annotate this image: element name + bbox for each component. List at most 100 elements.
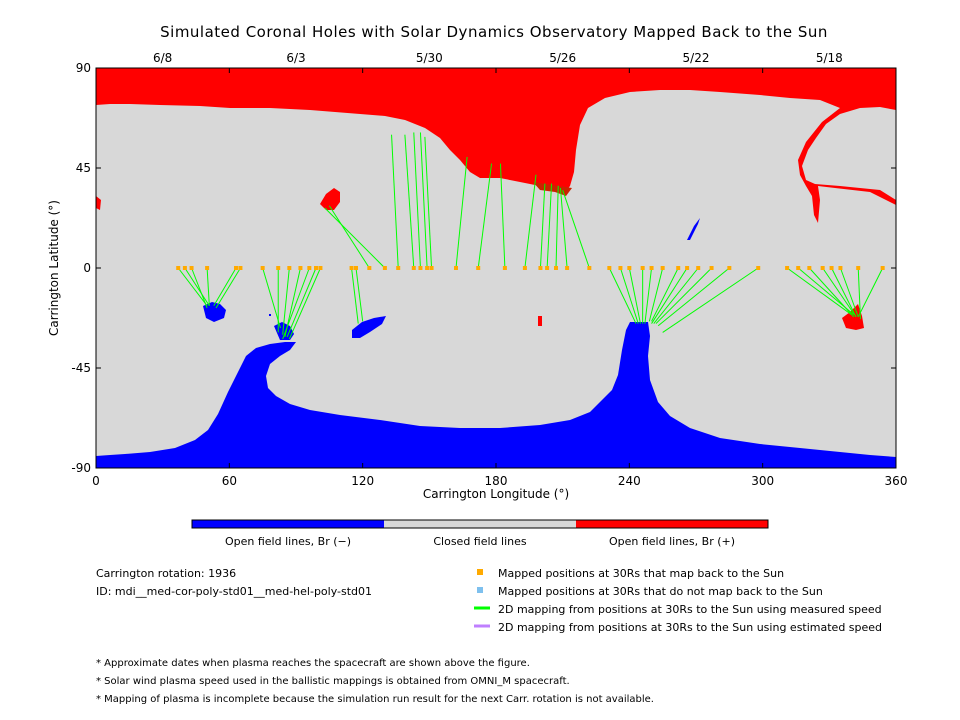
mapped-point-39 xyxy=(696,266,701,270)
mapping-line-35 xyxy=(644,267,653,324)
mapped-point-18 xyxy=(411,266,416,270)
mapping-line-48 xyxy=(839,267,859,318)
footnote-2: * Mapping of plasma is incomplete becaus… xyxy=(96,694,654,705)
mapped-point-24 xyxy=(502,266,507,270)
mapping-line-18 xyxy=(404,134,415,269)
mapping-line-15 xyxy=(328,205,370,269)
colorbar-segment-2 xyxy=(576,520,768,528)
mapped-point-9 xyxy=(298,266,303,270)
mapping-line-26 xyxy=(539,183,546,269)
mapped-point-16 xyxy=(382,266,387,270)
mapped-point-19 xyxy=(418,266,423,270)
legend: Mapped positions at 30Rs that map back t… xyxy=(474,567,882,634)
mapped-point-1 xyxy=(182,266,187,270)
mapped-point-47 xyxy=(829,266,834,270)
north-positive-coronal-hole xyxy=(96,68,896,223)
mapping-line-41 xyxy=(657,267,730,327)
south-negative-coronal-hole xyxy=(96,322,896,468)
mapping-line-31 xyxy=(608,267,637,324)
y-tick-label-2: 0 xyxy=(83,261,91,275)
mapped-point-25 xyxy=(522,266,527,270)
top-date-labels: 6/8 6/3 5/30 5/26 5/22 5/18 xyxy=(153,51,843,65)
mapping-line-47 xyxy=(831,267,857,318)
mapped-point-0 xyxy=(176,266,181,270)
y-tick-label-3: -45 xyxy=(71,361,91,375)
chart-title: Simulated Coronal Holes with Solar Dynam… xyxy=(160,23,828,41)
mapped-point-23 xyxy=(476,266,481,270)
mapping-line-43 xyxy=(786,267,852,316)
mapped-point-8 xyxy=(287,266,292,270)
mapped-point-21 xyxy=(429,266,434,270)
negative-hole-lon85 xyxy=(274,322,294,340)
mapping-line-5 xyxy=(215,267,241,309)
x-tick-label-6: 360 xyxy=(885,474,908,488)
mapped-point-46 xyxy=(820,266,825,270)
mapping-line-22 xyxy=(455,156,468,269)
top-date-label-3: 5/26 xyxy=(549,51,576,65)
mapping-line-33 xyxy=(628,267,641,324)
mapping-line-3 xyxy=(206,267,210,306)
mapping-line-42 xyxy=(662,267,759,333)
colorbar-label-1: Closed field lines xyxy=(433,535,527,548)
mapping-line-10 xyxy=(282,267,310,340)
x-tick-label-0: 0 xyxy=(92,474,100,488)
top-date-label-4: 5/22 xyxy=(683,51,710,65)
mapping-line-4 xyxy=(213,267,237,307)
mapped-point-30 xyxy=(587,266,592,270)
mapped-point-2 xyxy=(189,266,194,270)
y-tick-label-4: -90 xyxy=(71,461,91,475)
mapping-line-32 xyxy=(619,267,639,324)
map-area xyxy=(95,67,897,469)
footnote-1: * Solar wind plasma speed used in the ba… xyxy=(96,676,570,687)
x-tick-label-5: 300 xyxy=(751,474,774,488)
legend-swatch-0 xyxy=(477,569,483,575)
x-tick-label-3: 180 xyxy=(485,474,508,488)
mapped-point-35 xyxy=(649,266,654,270)
mapped-point-50 xyxy=(880,266,885,270)
mapped-point-4 xyxy=(234,266,238,270)
top-date-label-0: 6/8 xyxy=(153,51,172,65)
mapped-point-5 xyxy=(238,266,243,270)
mapped-point-31 xyxy=(607,266,612,270)
mapping-line-37 xyxy=(651,267,679,322)
x-tick-label-2: 120 xyxy=(351,474,374,488)
positive-hole-lon340 xyxy=(842,304,864,330)
mapped-point-28 xyxy=(554,266,558,270)
mapped-point-41 xyxy=(727,266,732,270)
mapped-point-22 xyxy=(454,266,458,270)
mapped-point-49 xyxy=(856,266,861,270)
mapped-point-33 xyxy=(627,266,632,270)
footnotes: * Approximate dates when plasma reaches … xyxy=(96,658,654,705)
mapping-line-38 xyxy=(651,267,688,324)
mapped-point-11 xyxy=(314,266,318,270)
colorbar-segment-1 xyxy=(384,520,576,528)
colorbar: Open field lines, Br (−) Closed field lin… xyxy=(191,519,769,548)
legend-label-1: Mapped positions at 30Rs that do not map… xyxy=(498,585,823,598)
mapping-line-14 xyxy=(355,267,364,322)
mapping-line-49 xyxy=(857,267,861,320)
mapped-point-27 xyxy=(545,266,550,270)
mapping-line-39 xyxy=(653,267,699,324)
simulation-id-label: ID: mdi__med-cor-poly-std01__med-hel-pol… xyxy=(96,585,372,598)
mapped-points xyxy=(176,266,885,270)
mapping-line-28 xyxy=(555,185,559,269)
footnote-0: * Approximate dates when plasma reaches … xyxy=(96,658,530,669)
mapping-line-24 xyxy=(499,163,506,269)
axes: 0 60 120 180 240 300 360 90 45 0 -45 -90 xyxy=(71,61,907,488)
mapped-point-40 xyxy=(709,266,714,270)
mapped-point-15 xyxy=(367,266,372,270)
north-hole-streamer-edge xyxy=(533,182,572,196)
mapped-point-14 xyxy=(354,266,358,270)
mapping-line-0 xyxy=(177,267,208,307)
mapping-line-2 xyxy=(191,267,208,309)
mapped-point-29 xyxy=(565,266,570,270)
mapped-point-34 xyxy=(640,266,645,270)
y-tick-label-1: 45 xyxy=(76,161,91,175)
carrington-rotation-label: Carrington rotation: 1936 xyxy=(96,567,236,580)
mapping-line-11 xyxy=(286,267,317,338)
mapping-line-25 xyxy=(524,174,537,269)
mapped-point-42 xyxy=(756,266,761,270)
mapping-line-50 xyxy=(857,267,884,318)
x-tick-label-4: 240 xyxy=(618,474,641,488)
negative-hole-dot-lon78 xyxy=(269,314,271,316)
